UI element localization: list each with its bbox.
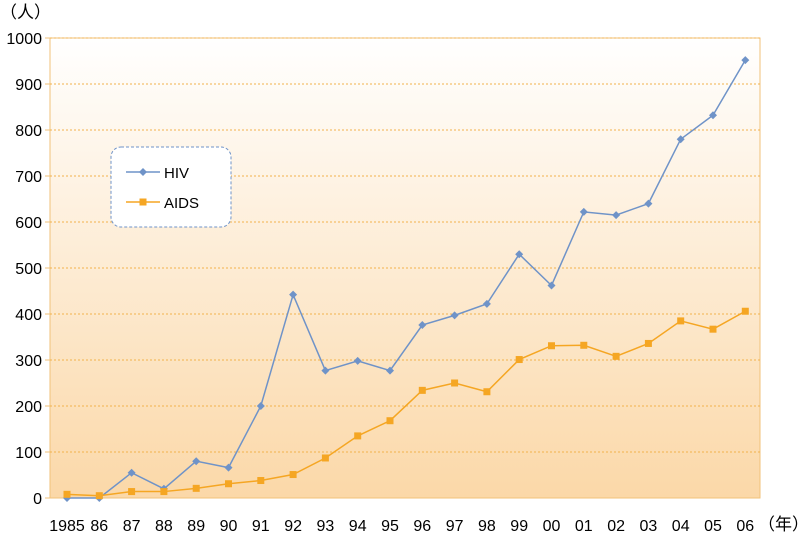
data-point-aids-00 xyxy=(548,342,555,350)
y-tick-label-1000: 1000 xyxy=(6,31,42,48)
x-tick-label-96: 96 xyxy=(413,518,431,535)
x-axis-unit-label: （年） xyxy=(758,515,800,534)
x-tick-label-1985: 1985 xyxy=(49,518,85,535)
legend-marker-hiv xyxy=(139,168,147,176)
data-point-aids-03 xyxy=(644,339,652,347)
data-point-hiv-91 xyxy=(256,402,265,410)
data-point-aids-91 xyxy=(257,477,265,485)
data-point-aids-93 xyxy=(321,454,329,462)
y-tick-label-800: 800 xyxy=(15,123,42,140)
x-tick-label-89: 89 xyxy=(187,518,205,535)
x-tick-label-87: 87 xyxy=(123,518,141,535)
data-point-hiv-92 xyxy=(289,290,298,299)
y-tick-label-0: 0 xyxy=(33,491,42,508)
data-point-aids-86 xyxy=(95,492,103,500)
data-point-aids-1985 xyxy=(63,490,71,498)
x-tick-label-06: 06 xyxy=(736,518,754,535)
x-tick-label-05: 05 xyxy=(704,518,722,535)
data-point-aids-90 xyxy=(225,480,232,488)
y-tick-label-300: 300 xyxy=(15,353,42,370)
y-tick-label-500: 500 xyxy=(15,261,42,278)
y-tick-label-100: 100 xyxy=(15,445,42,462)
data-point-hiv-94 xyxy=(353,356,362,365)
data-point-aids-92 xyxy=(289,471,297,479)
data-point-hiv-06 xyxy=(741,56,750,65)
data-point-aids-98 xyxy=(483,388,491,396)
data-point-aids-94 xyxy=(354,432,362,440)
data-point-hiv-97 xyxy=(450,311,459,320)
y-axis: 0 100 200 300 400 500 600 700 800 900 1000 xyxy=(6,31,50,508)
legend-label-hiv: HIV xyxy=(164,165,189,182)
data-point-aids-05 xyxy=(709,325,717,333)
data-point-aids-95 xyxy=(386,417,394,425)
data-point-aids-01 xyxy=(580,341,588,349)
x-tick-label-95: 95 xyxy=(381,518,399,535)
data-point-hiv-95 xyxy=(386,366,394,375)
data-point-aids-04 xyxy=(677,317,685,325)
x-tick-label-00: 00 xyxy=(543,518,561,535)
data-point-aids-96 xyxy=(418,386,426,394)
data-point-aids-06 xyxy=(741,307,749,315)
x-tick-label-92: 92 xyxy=(284,518,302,535)
series-layer xyxy=(63,56,750,502)
data-point-hiv-96 xyxy=(418,321,427,330)
x-tick-label-99: 99 xyxy=(510,518,528,535)
data-point-hiv-01 xyxy=(579,207,588,216)
data-point-hiv-03 xyxy=(644,199,653,208)
legend-marker-aids xyxy=(139,198,147,206)
x-tick-label-90: 90 xyxy=(220,518,238,535)
plot-area xyxy=(49,37,761,499)
y-tick-label-400: 400 xyxy=(15,307,42,324)
x-tick-label-86: 86 xyxy=(90,518,108,535)
legend-label-aids: AIDS xyxy=(164,195,199,212)
y-tick-label-600: 600 xyxy=(15,215,42,232)
x-tick-label-04: 04 xyxy=(672,518,690,535)
data-point-hiv-99 xyxy=(515,250,524,259)
x-tick-label-91: 91 xyxy=(252,518,270,535)
x-tick-label-98: 98 xyxy=(478,518,496,535)
x-tick-label-88: 88 xyxy=(155,518,173,535)
data-point-hiv-87 xyxy=(127,468,136,477)
x-tick-label-93: 93 xyxy=(317,518,335,535)
series-line-aids xyxy=(66,310,746,497)
x-tick-label-02: 02 xyxy=(607,518,625,535)
data-point-hiv-04 xyxy=(676,135,685,144)
data-point-hiv-05 xyxy=(709,111,717,120)
data-point-aids-97 xyxy=(451,379,459,387)
data-point-hiv-98 xyxy=(482,299,491,308)
data-point-hiv-89 xyxy=(192,457,201,466)
legend: HIV AIDS xyxy=(110,146,232,228)
y-tick-label-700: 700 xyxy=(15,169,42,186)
x-tick-label-01: 01 xyxy=(575,518,593,535)
x-axis: 1985 86 87 88 89 90 91 92 93 94 95 96 97 98 99 00 01 02 03… xyxy=(49,518,754,535)
data-point-hiv-02 xyxy=(612,211,621,220)
data-point-aids-89 xyxy=(192,484,200,492)
data-point-aids-99 xyxy=(515,356,523,364)
y-tick-label-900: 900 xyxy=(15,77,42,94)
data-point-hiv-93 xyxy=(321,366,330,375)
y-axis-unit-label: （人） xyxy=(0,3,51,22)
legend-box xyxy=(110,146,232,228)
x-tick-label-03: 03 xyxy=(640,518,658,535)
x-tick-label-97: 97 xyxy=(446,518,464,535)
data-point-hiv-00 xyxy=(547,281,556,290)
data-point-aids-02 xyxy=(612,352,620,360)
data-point-aids-88 xyxy=(160,488,168,496)
y-tick-label-200: 200 xyxy=(15,399,42,416)
data-point-hiv-90 xyxy=(224,463,233,472)
x-tick-label-94: 94 xyxy=(349,518,367,535)
data-point-aids-87 xyxy=(128,488,136,496)
series-line-hiv xyxy=(67,59,746,499)
